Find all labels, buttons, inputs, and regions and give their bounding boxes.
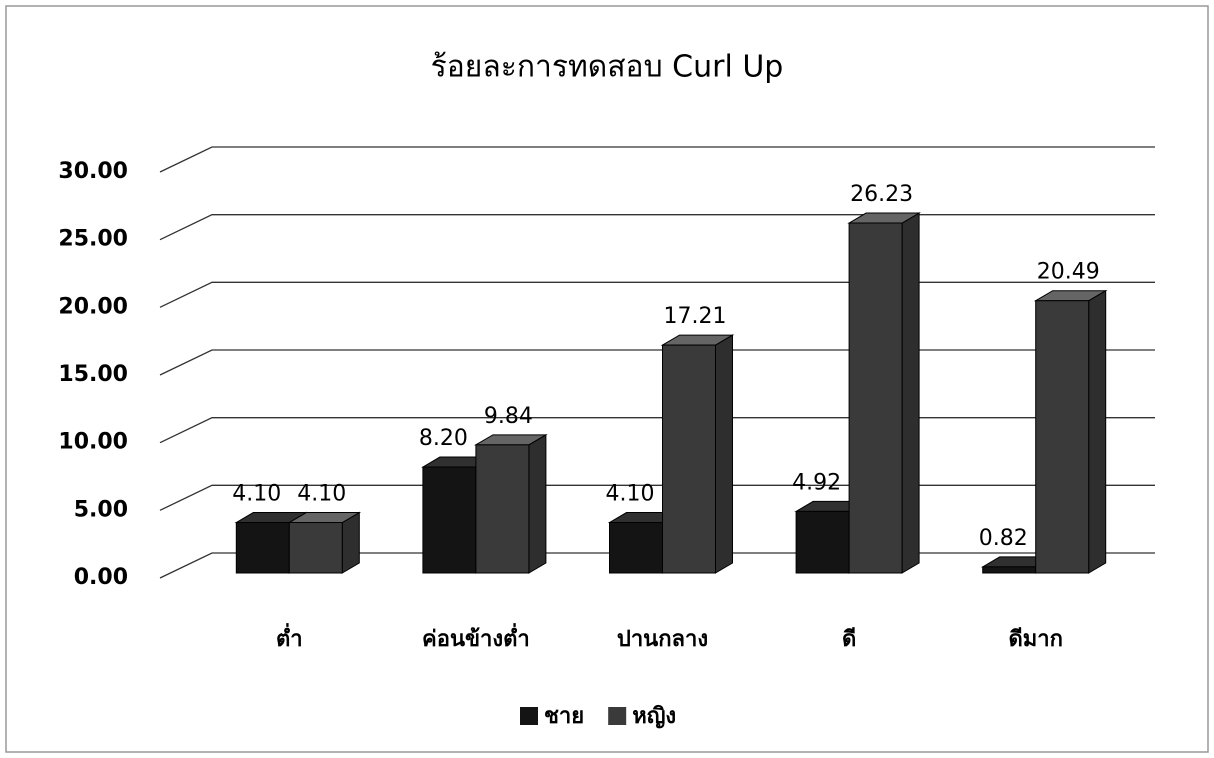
grid-line xyxy=(159,484,1155,511)
value-label: 4.10 xyxy=(297,482,346,507)
y-tick-label: 20.00 xyxy=(58,294,128,319)
x-tick-label: ต่ำ xyxy=(276,622,303,652)
value-label: 9.84 xyxy=(484,404,533,429)
bar-side xyxy=(528,433,547,574)
y-tick-label: 10.00 xyxy=(58,430,128,455)
value-label: 8.20 xyxy=(419,426,468,451)
legend-label: หญิง xyxy=(632,704,676,729)
chart-title: ร้อยละการทดสอบ Curl Up xyxy=(431,50,784,85)
value-label: 4.10 xyxy=(606,482,655,507)
chart-frame xyxy=(5,5,1209,753)
bar xyxy=(422,466,477,574)
bar xyxy=(982,566,1037,574)
bar xyxy=(848,222,903,574)
bar xyxy=(475,444,530,574)
bar-side xyxy=(715,334,733,574)
bar xyxy=(795,510,850,574)
x-tick-label: ดีมาก xyxy=(1008,627,1062,652)
bar xyxy=(1035,300,1090,574)
value-label: 4.10 xyxy=(232,482,281,507)
value-label: 20.49 xyxy=(1037,260,1100,285)
y-tick-label: 5.00 xyxy=(74,497,128,522)
y-tick-label: 15.00 xyxy=(58,362,128,387)
grid-line xyxy=(159,417,1155,444)
grid-line xyxy=(159,146,1155,173)
value-label: 4.92 xyxy=(792,470,841,495)
bar xyxy=(609,522,663,574)
bar-side xyxy=(1088,289,1107,574)
value-label: 0.82 xyxy=(979,526,1028,551)
y-tick-label: 30.00 xyxy=(58,159,128,184)
bar xyxy=(288,522,343,574)
legend-label: ชาย xyxy=(544,704,584,729)
grid-line xyxy=(159,349,1155,376)
grid-line xyxy=(159,281,1155,308)
x-tick-label: ดี xyxy=(842,627,856,652)
legend-swatch xyxy=(608,707,627,725)
bar-side xyxy=(901,212,920,574)
bar xyxy=(662,344,716,574)
x-tick-label: ปานกลาง xyxy=(617,627,708,652)
value-label: 26.23 xyxy=(850,182,913,207)
x-tick-label: ค่อนข้างต่ำ xyxy=(422,622,530,652)
y-tick-label: 25.00 xyxy=(58,227,128,252)
value-label: 17.21 xyxy=(664,304,727,329)
bar xyxy=(235,522,290,574)
y-tick-label: 0.00 xyxy=(74,565,128,590)
grid-line xyxy=(159,214,1155,241)
legend-swatch xyxy=(520,707,538,725)
